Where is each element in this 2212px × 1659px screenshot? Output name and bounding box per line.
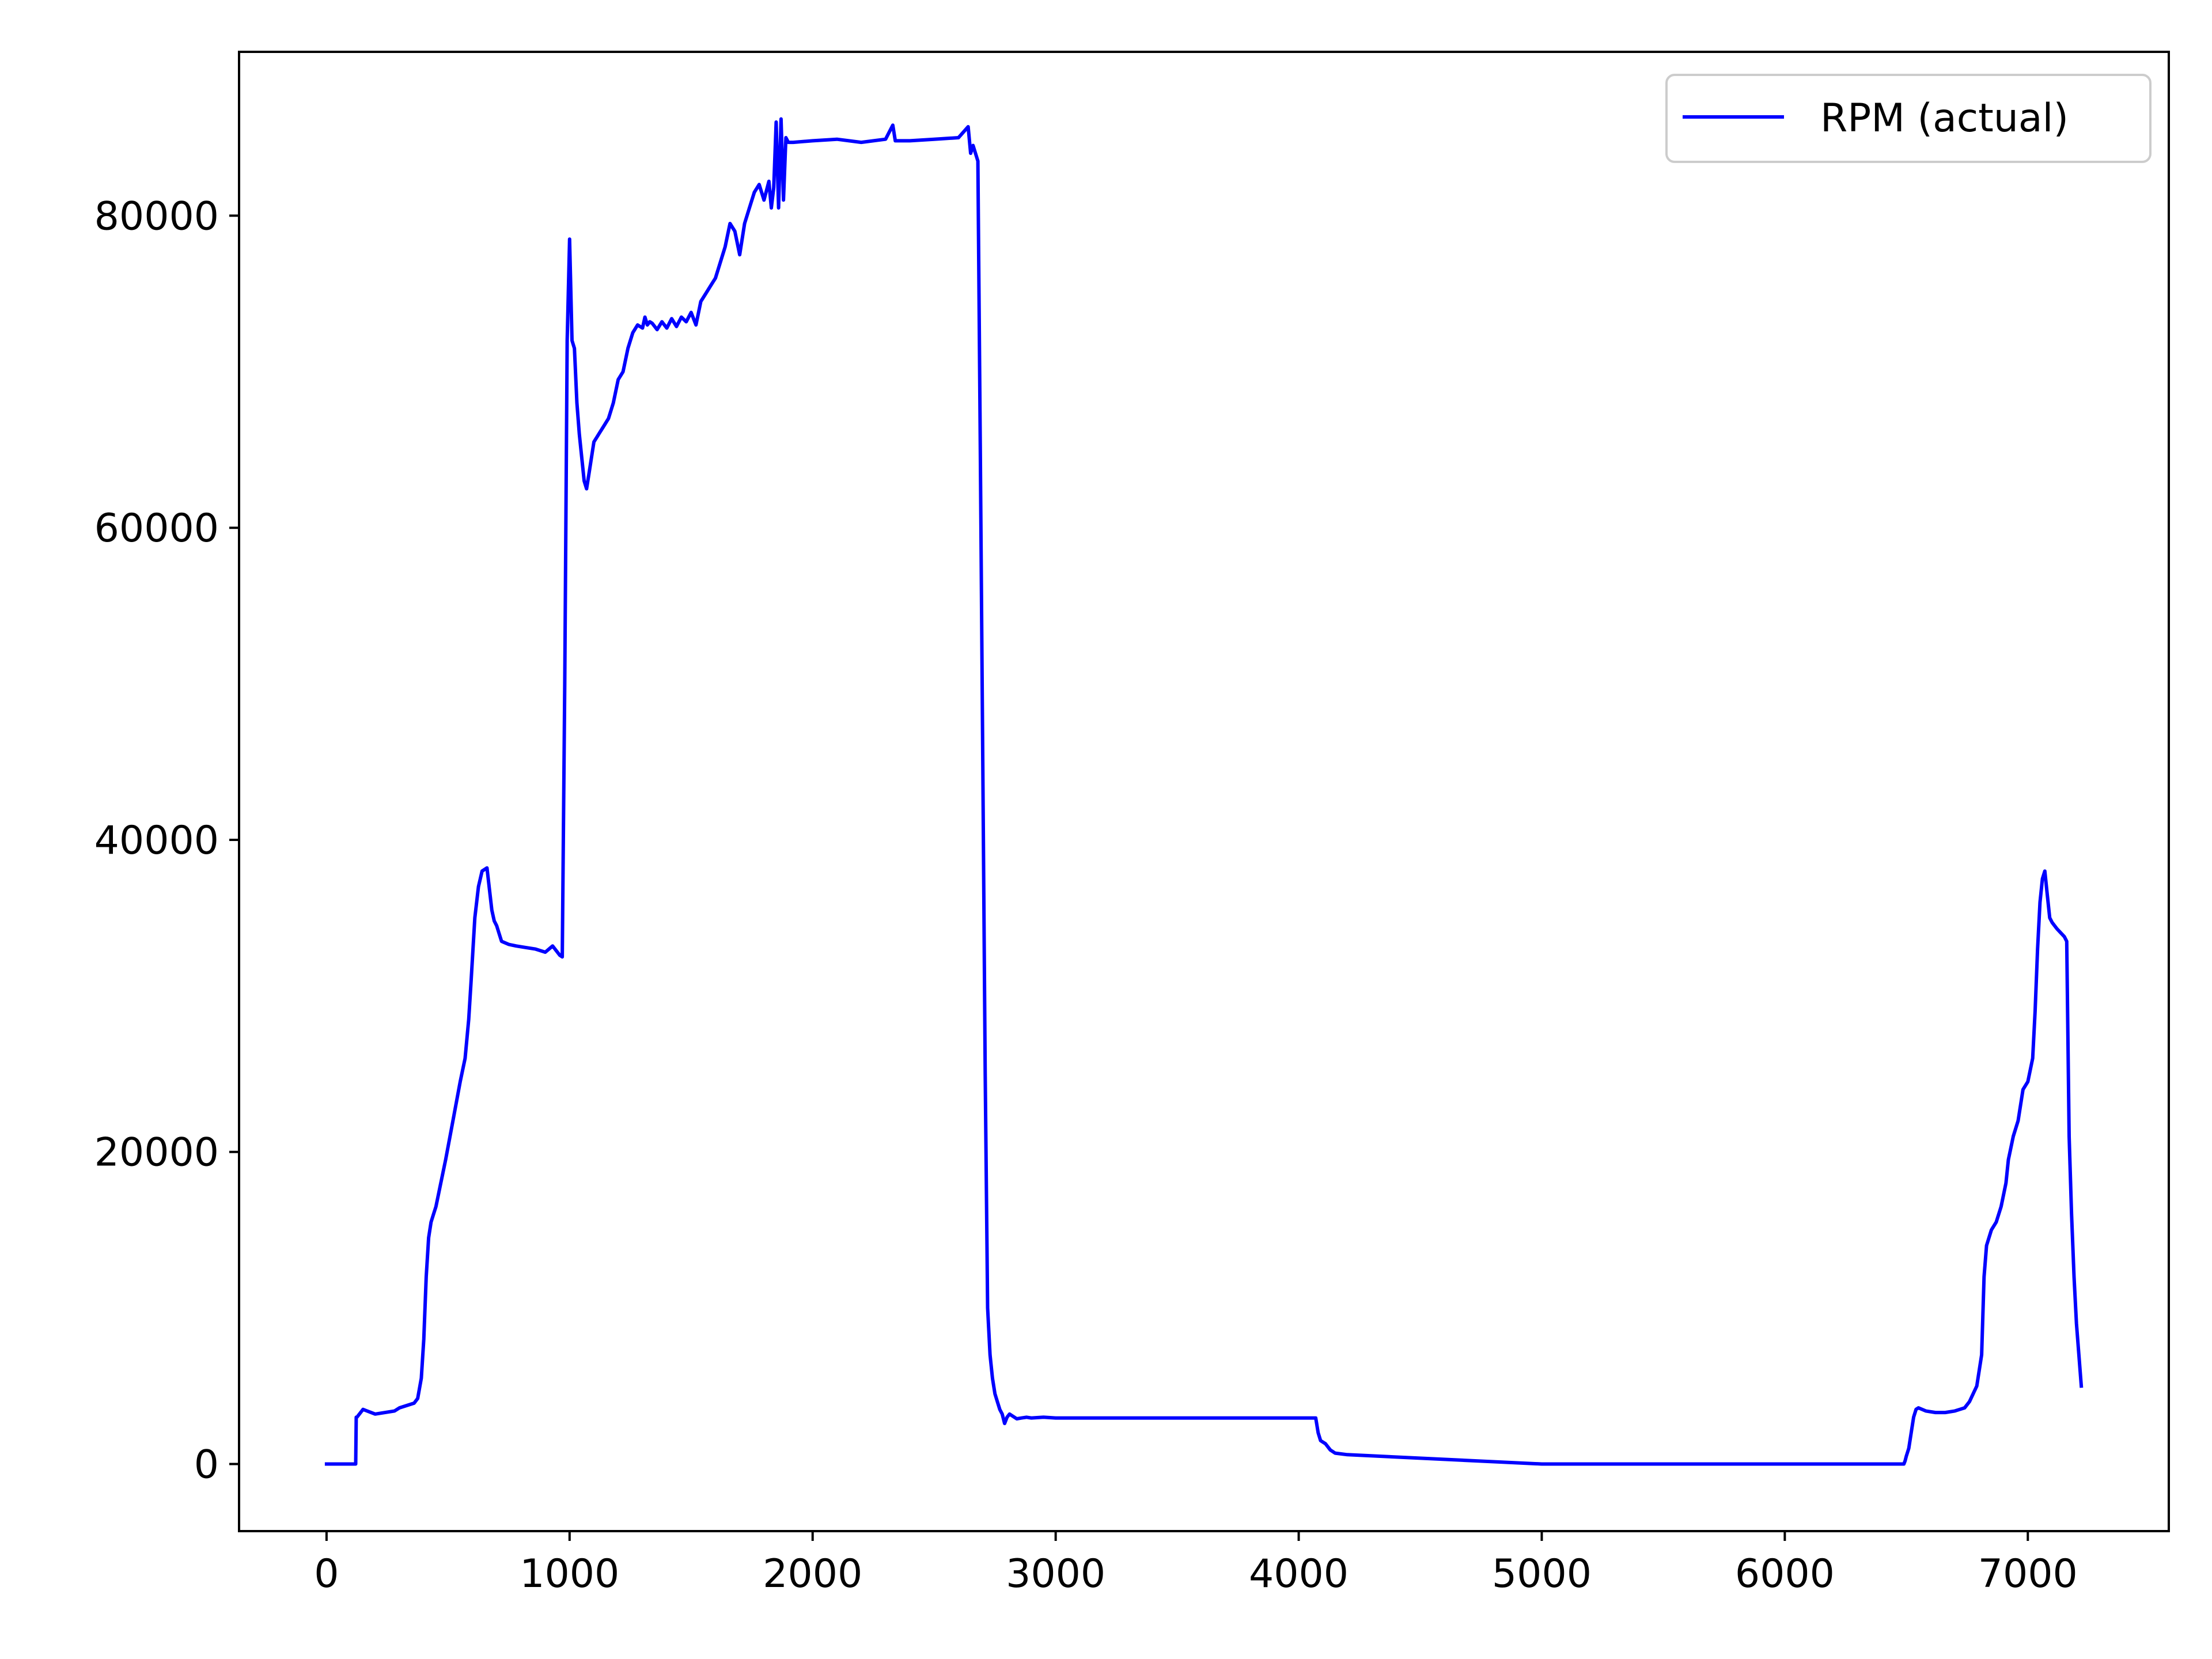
x-tick-label: 7000 bbox=[1978, 1551, 2078, 1597]
y-tick-label: 60000 bbox=[94, 506, 219, 551]
x-tick-label: 4000 bbox=[1249, 1551, 1349, 1597]
y-axis: 0 20000 40000 60000 80000 bbox=[94, 194, 239, 1488]
x-tick-label: 3000 bbox=[1006, 1551, 1105, 1597]
y-tick-label: 80000 bbox=[94, 194, 219, 239]
legend-box bbox=[1665, 74, 2152, 163]
x-tick-label: 1000 bbox=[520, 1551, 619, 1597]
series-layer bbox=[324, 117, 2084, 1466]
legend-label: RPM (actual) bbox=[1820, 96, 2069, 141]
x-tick-label: 5000 bbox=[1492, 1551, 1592, 1597]
x-tick-label: 0 bbox=[314, 1551, 339, 1597]
x-tick-label: 6000 bbox=[1735, 1551, 1835, 1597]
y-tick-label: 40000 bbox=[94, 818, 219, 863]
plot-frame bbox=[238, 51, 2170, 1532]
x-tick-label: 2000 bbox=[763, 1551, 862, 1597]
series-line-rpm-actual bbox=[324, 117, 2084, 1466]
y-tick-label: 0 bbox=[194, 1442, 219, 1488]
x-axis: 0 1000 2000 3000 4000 5000 6000 7000 bbox=[314, 1531, 2078, 1597]
legend: RPM (actual) bbox=[1665, 74, 2152, 163]
y-tick-label: 20000 bbox=[94, 1130, 219, 1176]
